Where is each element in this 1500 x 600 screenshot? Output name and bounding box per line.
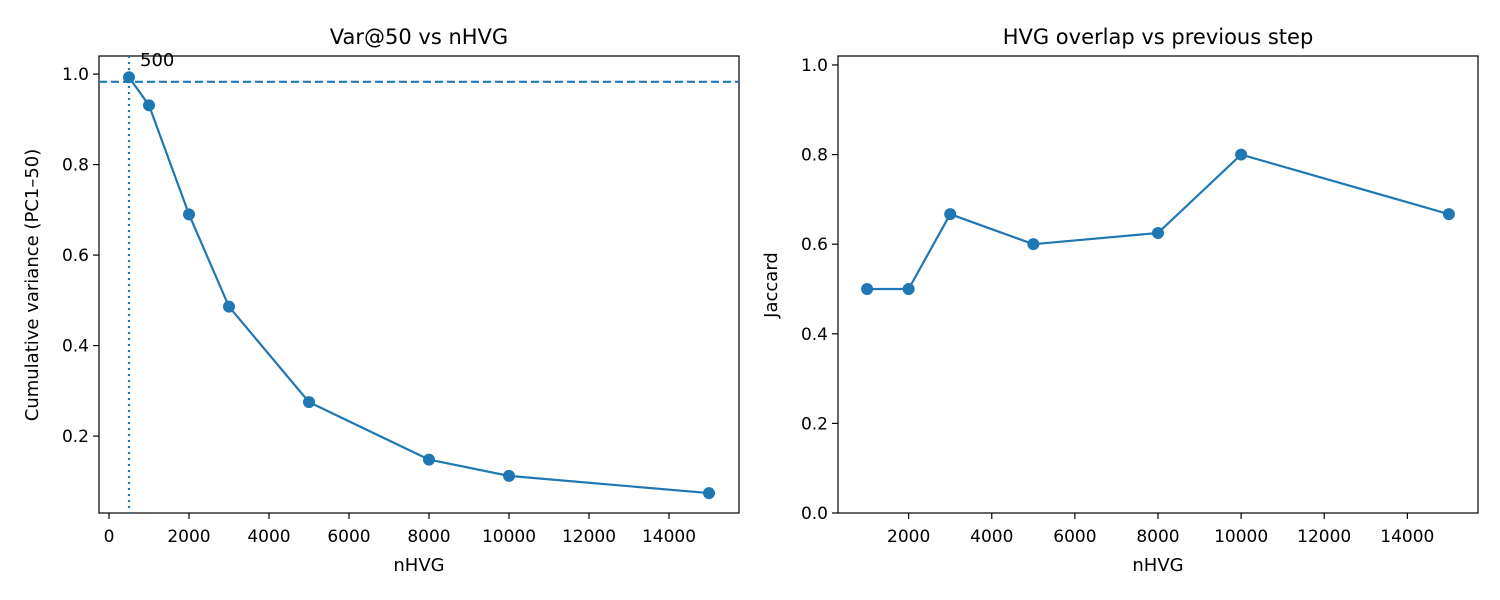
right-data-point	[1152, 226, 1164, 239]
left-x-tick-label: 4000	[247, 527, 290, 547]
left-annotation-label: 500	[140, 50, 174, 71]
right-x-tick-label: 2000	[887, 527, 930, 547]
left-data-point	[123, 71, 135, 84]
right-y-tick-label: 0.6	[801, 235, 828, 255]
left-chart-title: Var@50 vs nHVG	[330, 25, 508, 49]
left-x-tick-label: 12000	[562, 527, 616, 547]
left-x-tick-label: 10000	[482, 527, 536, 547]
left-x-axis-label: nHVG	[393, 555, 444, 576]
left-x-tick-label: 14000	[642, 527, 696, 547]
left-series-line	[128, 76, 710, 495]
right-y-tick-label: 0.2	[801, 414, 828, 434]
right-data-point	[902, 282, 915, 295]
left-y-tick-label: 0.8	[62, 156, 89, 176]
left-data-point	[143, 99, 155, 112]
left-x-tick-label: 8000	[407, 527, 450, 547]
right-y-tick-label: 0.0	[801, 504, 828, 524]
right-x-tick-label: 14000	[1380, 527, 1434, 547]
left-x-tick-label: 0	[104, 527, 115, 547]
right-x-tick-label: 6000	[1053, 527, 1096, 547]
left-x-tick-label: 2000	[167, 527, 210, 547]
left-y-tick-label: 0.2	[62, 427, 89, 447]
left-x-tick-label: 6000	[327, 527, 370, 547]
left-data-point	[303, 396, 315, 409]
left-data-point	[223, 300, 235, 313]
right-data-point	[1027, 238, 1040, 251]
left-axes-frame	[98, 55, 740, 514]
right-x-tick-label: 10000	[1214, 527, 1268, 547]
right-x-tick-label: 12000	[1297, 527, 1351, 547]
left-data-point	[423, 453, 435, 466]
left-data-point	[503, 469, 515, 482]
left-y-tick-label: 0.6	[62, 246, 89, 266]
right-chart-title: HVG overlap vs previous step	[1003, 25, 1314, 49]
right-y-tick-label: 1.0	[801, 56, 828, 76]
right-plot-area: 2000 4000 6000 8000 10000 12000 14000 0.0 0.2 0.4…	[801, 55, 1479, 547]
left-y-tick-label: 1.0	[62, 65, 89, 85]
right-y-axis-label: Jaccard	[761, 252, 782, 319]
left-y-axis-label: Cumulative variance (PC1–50)	[22, 149, 43, 422]
right-y-tick-label: 0.8	[801, 146, 828, 166]
right-data-point	[861, 282, 874, 295]
left-plot-area: 0 2000 4000 6000 8000 10000 12000 14000 0.2 0.4 0.…	[62, 50, 740, 547]
right-data-point	[944, 208, 957, 221]
right-data-point	[1442, 208, 1455, 221]
left-y-tick-label: 0.4	[62, 337, 89, 357]
left-data-point	[183, 208, 195, 221]
left-chart-panel: Var@50 vs nHVG nHVG Cumulative variance …	[22, 25, 740, 576]
right-y-tick-label: 0.4	[801, 325, 828, 345]
right-data-point	[1235, 148, 1248, 161]
right-chart-panel: HVG overlap vs previous step nHVG Jaccar…	[761, 25, 1479, 576]
right-x-tick-label: 8000	[1136, 527, 1179, 547]
left-data-point	[703, 487, 715, 500]
right-x-tick-label: 4000	[970, 527, 1013, 547]
right-x-axis-label: nHVG	[1132, 555, 1183, 576]
